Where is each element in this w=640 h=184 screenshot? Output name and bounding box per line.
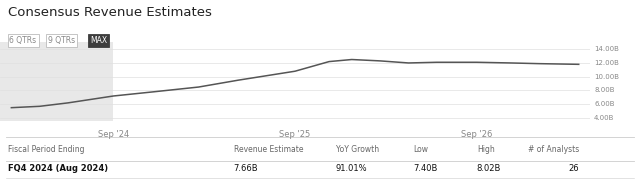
Text: Sep '26: Sep '26	[461, 130, 492, 139]
Text: 10.00B: 10.00B	[594, 74, 619, 80]
Text: High: High	[477, 145, 495, 153]
Text: 6 QTRs: 6 QTRs	[10, 36, 36, 45]
Text: 8.02B: 8.02B	[477, 164, 501, 173]
Bar	[0, 42, 113, 121]
Text: Sep '25: Sep '25	[280, 130, 310, 139]
Text: Consensus Revenue Estimates: Consensus Revenue Estimates	[8, 6, 212, 19]
Text: Sep '24: Sep '24	[98, 130, 129, 139]
Text: FQ4 2024 (Aug 2024): FQ4 2024 (Aug 2024)	[8, 164, 108, 173]
Text: Low: Low	[413, 145, 428, 153]
Text: 7.66B: 7.66B	[234, 164, 258, 173]
Text: 91.01%: 91.01%	[336, 164, 367, 173]
Text: 4.00B: 4.00B	[594, 115, 614, 121]
Text: Revenue Estimate: Revenue Estimate	[234, 145, 303, 153]
Text: 14.00B: 14.00B	[594, 46, 619, 52]
Text: Fiscal Period Ending: Fiscal Period Ending	[8, 145, 84, 153]
Text: YoY Growth: YoY Growth	[336, 145, 379, 153]
Text: # of Analysts: # of Analysts	[528, 145, 579, 153]
Text: 7.40B: 7.40B	[413, 164, 437, 173]
Text: 26: 26	[568, 164, 579, 173]
Text: MAX: MAX	[90, 36, 107, 45]
Text: 12.00B: 12.00B	[594, 60, 619, 66]
Text: 6.00B: 6.00B	[594, 101, 614, 107]
Text: 9 QTRs: 9 QTRs	[48, 36, 75, 45]
Text: 8.00B: 8.00B	[594, 87, 614, 93]
